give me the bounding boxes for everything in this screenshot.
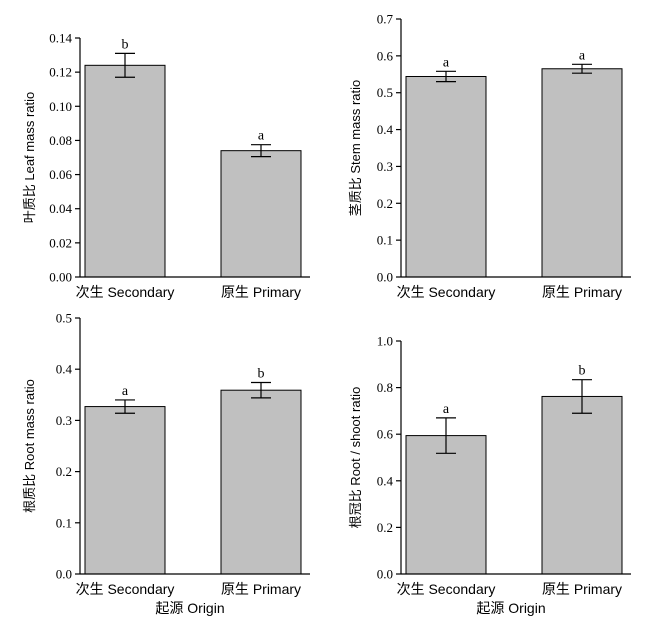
- y-tick-label: 0.14: [49, 31, 72, 46]
- y-tick-label: 0.1: [377, 233, 393, 248]
- category-label: 原生 Primary: [221, 581, 301, 597]
- chart-panel-2: a 次生 Secondary a 原生 Primary 0.0 0.1 0.2 0.3 0.4 0…: [348, 12, 631, 300]
- significance-letter: a: [443, 55, 450, 70]
- category-label: 次生 Secondary: [76, 284, 175, 300]
- y-tick-label: 0.06: [49, 167, 72, 182]
- y-tick-label: 0.4: [377, 473, 394, 488]
- y-tick-label: 0.5: [56, 311, 72, 326]
- significance-letter: b: [579, 364, 586, 379]
- chart-panel-4: a 次生 Secondary b 原生 Primary 0.0 0.2 0.4 0.6 0.8 1…: [348, 334, 631, 616]
- y-tick-label: 0.1: [56, 515, 72, 530]
- error-bar: [436, 417, 456, 454]
- y-axis-title: 茎质比 Stem mass ratio: [348, 80, 363, 217]
- bar-primary: [541, 68, 623, 278]
- bar-primary: [220, 389, 302, 575]
- bar-secondary: [405, 435, 487, 575]
- y-tick-label: 0.04: [49, 201, 72, 216]
- y-tick-label: 0.6: [377, 48, 394, 63]
- bar-secondary: [405, 75, 487, 278]
- y-tick-label: 0.3: [56, 413, 72, 428]
- y-tick-label: 0.7: [377, 12, 394, 27]
- error-bar: [251, 144, 271, 158]
- category-label: 次生 Secondary: [76, 581, 175, 597]
- y-tick-label: 1.0: [377, 334, 393, 349]
- error-bar: [115, 399, 135, 414]
- y-tick-label: 0.8: [377, 380, 393, 395]
- y-tick-label: 0.0: [377, 567, 393, 582]
- significance-letter: a: [122, 384, 129, 399]
- chart-panel-3: a 次生 Secondary b 原生 Primary 0.0 0.1 0.2 0.3 0.4 0…: [22, 311, 310, 616]
- y-tick-label: 0.6: [377, 427, 394, 442]
- bar-primary: [220, 150, 302, 278]
- category-label: 次生 Secondary: [397, 284, 496, 300]
- chart-panel-1: b 次生 Secondary a 原生 Primary 0.00 0.02 0.04 0.06…: [22, 31, 310, 300]
- significance-letter: a: [443, 402, 450, 417]
- error-bar: [572, 63, 592, 74]
- y-axis-title: 叶质比 Leaf mass ratio: [22, 92, 37, 224]
- significance-letter: a: [579, 48, 586, 63]
- y-tick-label: 0.0: [56, 567, 72, 582]
- significance-letter: b: [122, 37, 129, 52]
- significance-letter: a: [258, 129, 265, 144]
- error-bar: [251, 381, 271, 399]
- y-tick-label: 0.4: [377, 122, 394, 137]
- y-tick-label: 0.02: [49, 235, 72, 250]
- y-tick-label: 0.00: [49, 270, 72, 285]
- error-bar: [115, 52, 135, 78]
- y-tick-label: 0.3: [377, 159, 393, 174]
- category-label: 次生 Secondary: [397, 581, 496, 597]
- category-label: 原生 Primary: [542, 581, 622, 597]
- error-bar: [572, 379, 592, 414]
- y-axis-title: 根质比 Root mass ratio: [22, 379, 37, 513]
- y-tick-label: 0.2: [377, 520, 393, 535]
- x-axis-title: 起源 Origin: [155, 600, 224, 616]
- y-tick-label: 0.0: [377, 270, 393, 285]
- significance-letter: b: [258, 367, 265, 382]
- y-tick-label: 0.5: [377, 85, 393, 100]
- category-label: 原生 Primary: [542, 284, 622, 300]
- y-tick-label: 0.12: [49, 65, 72, 80]
- error-bar: [436, 70, 456, 83]
- bar-primary: [541, 395, 623, 575]
- y-tick-label: 0.4: [56, 362, 73, 377]
- category-label: 原生 Primary: [221, 284, 301, 300]
- y-tick-label: 0.2: [56, 464, 72, 479]
- bar-secondary: [84, 64, 166, 278]
- bar-secondary: [84, 406, 166, 575]
- y-tick-label: 0.08: [49, 133, 72, 148]
- y-tick-label: 0.2: [377, 196, 393, 211]
- y-axis-title: 根冠比 Root / shoot ratio: [348, 387, 363, 529]
- y-tick-label: 0.10: [49, 99, 72, 114]
- x-axis-title: 起源 Origin: [476, 600, 545, 616]
